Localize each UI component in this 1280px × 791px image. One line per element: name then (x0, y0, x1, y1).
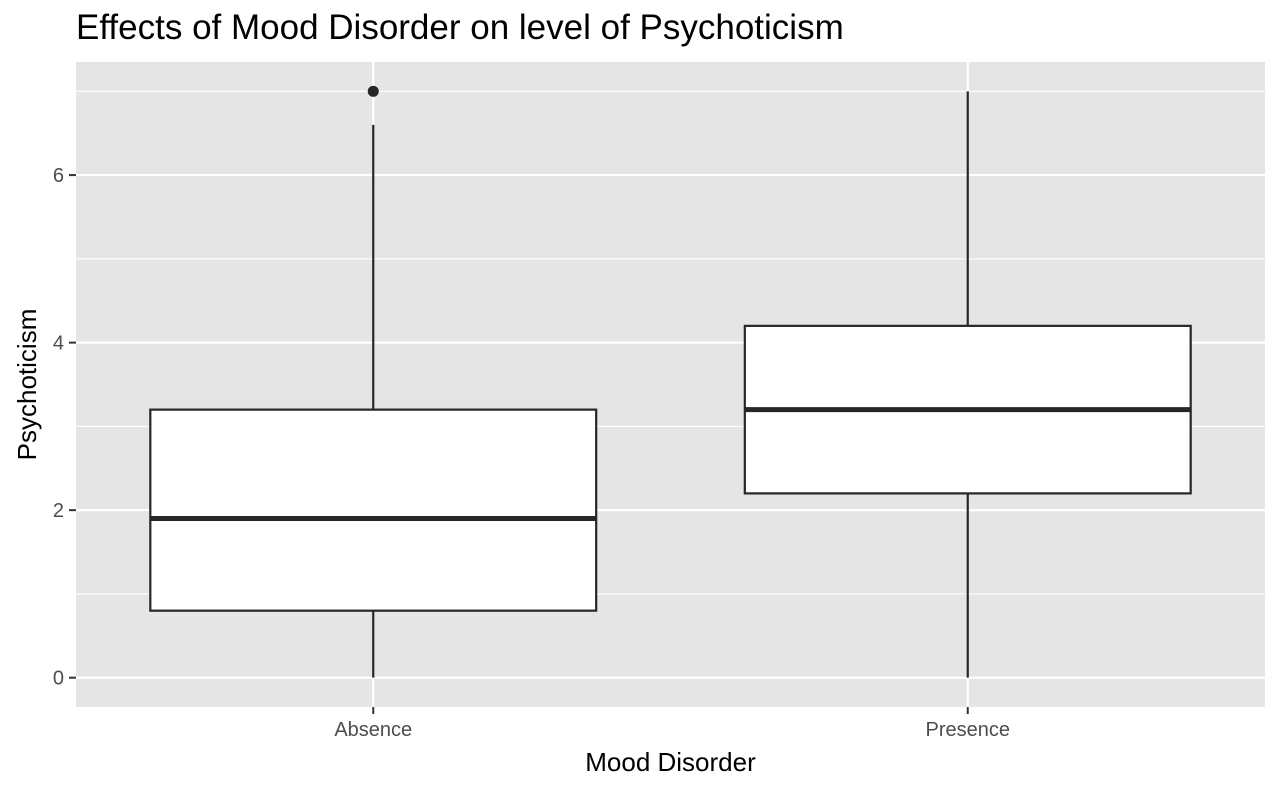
y-tick-label: 2 (53, 500, 64, 522)
iqr-box (149, 408, 598, 612)
boxes-layer (149, 85, 1192, 678)
x-tick-label: Absence (334, 719, 412, 741)
y-axis: 0 2 4 6 (53, 165, 76, 690)
y-tick-label: 6 (53, 165, 64, 187)
outlier-point (367, 85, 379, 97)
box-absence (149, 85, 598, 678)
x-tick-label: Presence (926, 719, 1011, 741)
box-presence (743, 91, 1192, 678)
chart-title: Effects of Mood Disorder on level of Psy… (76, 8, 844, 47)
y-axis-title: Psychoticism (12, 309, 42, 461)
y-tick-label: 0 (53, 668, 64, 690)
y-tick-label: 4 (53, 333, 64, 355)
x-axis: Absence Presence (334, 707, 1010, 741)
x-axis-title: Mood Disorder (585, 747, 756, 777)
